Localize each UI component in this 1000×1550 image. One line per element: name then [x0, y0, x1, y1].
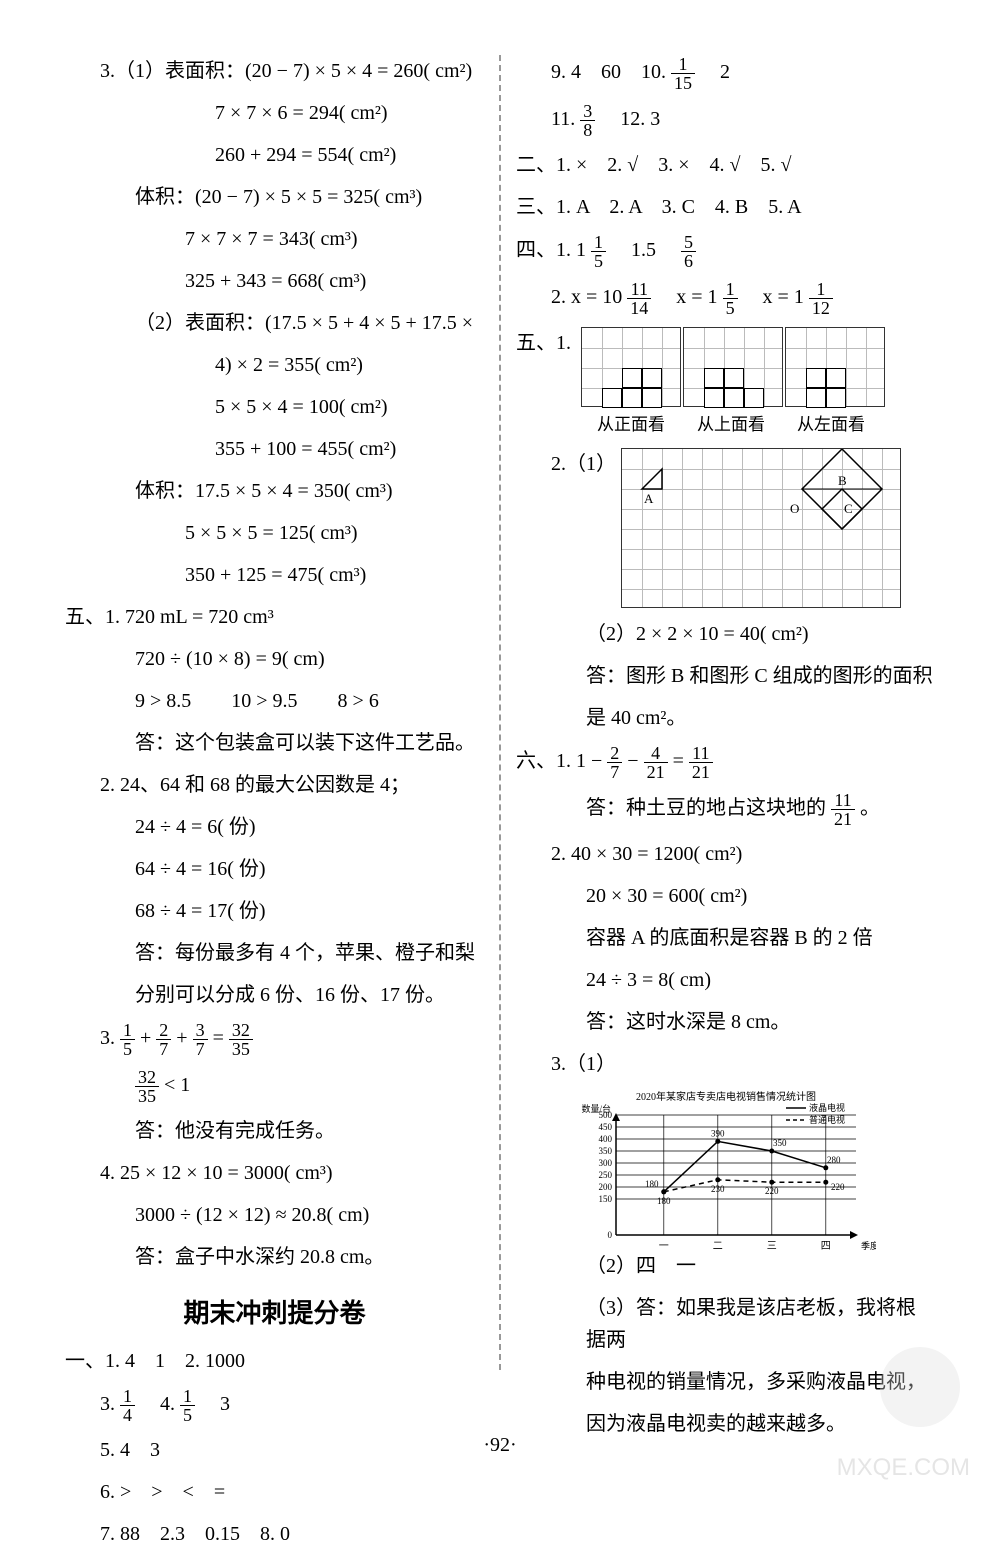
svg-text:180: 180 — [657, 1196, 671, 1206]
fraction-line: 四、1. 1 15 1.5 56 — [516, 233, 935, 270]
fraction-line: 六、1. 1 − 27 − 421 = 1121 — [516, 744, 935, 781]
svg-text:四: 四 — [821, 1241, 831, 1252]
svg-text:450: 450 — [599, 1122, 613, 1132]
text: 355 + 100 = 455( cm²) — [215, 433, 484, 465]
text: 325 + 343 = 668( cm³) — [185, 265, 484, 297]
svg-text:280: 280 — [827, 1155, 841, 1165]
text: 答：盒子中水深约 20.8 cm。 — [135, 1241, 484, 1273]
svg-text:C: C — [844, 501, 853, 516]
text: 7 × 7 × 7 = 343( cm³) — [185, 223, 484, 255]
text: 5 × 5 × 4 = 100( cm²) — [215, 391, 484, 423]
svg-text:二: 二 — [713, 1241, 723, 1252]
text: 五、1. 720 mL = 720 cm³ — [65, 601, 484, 633]
text: 答：这个包装盒可以装下这件工艺品。 — [135, 727, 484, 759]
chart-label: 3.（1） — [551, 1048, 935, 1080]
svg-text:500: 500 — [599, 1110, 613, 1120]
svg-text:300: 300 — [599, 1158, 613, 1168]
svg-text:0: 0 — [608, 1230, 613, 1240]
q5-diagram-row: 五、1. 从正面看 从上面看 从左面看 — [516, 327, 935, 438]
text: 4. 25 × 12 × 10 = 3000( cm³) — [100, 1157, 484, 1189]
text: （3）答：如果我是该店老板，我将根据两 — [586, 1292, 935, 1356]
svg-text:普通电视: 普通电视 — [809, 1114, 845, 1125]
text: 24 ÷ 3 = 8( cm) — [586, 964, 935, 996]
svg-text:400: 400 — [599, 1134, 613, 1144]
svg-text:230: 230 — [711, 1184, 725, 1194]
svg-text:季度: 季度 — [861, 1240, 876, 1251]
fraction-line: 3. 14 4. 15 3 — [100, 1387, 484, 1424]
svg-text:B: B — [838, 473, 847, 488]
svg-text:250: 250 — [599, 1170, 613, 1180]
text: 9 > 8.5 10 > 9.5 8 > 6 — [135, 685, 484, 717]
svg-text:三: 三 — [767, 1241, 777, 1252]
text: 4) × 2 = 355( cm²) — [215, 349, 484, 381]
text: 是 40 cm²。 — [586, 702, 935, 734]
svg-text:150: 150 — [599, 1194, 613, 1204]
svg-text:A: A — [644, 491, 654, 506]
text: 6. > > < = — [100, 1476, 484, 1508]
svg-text:O: O — [790, 501, 799, 516]
svg-text:350: 350 — [773, 1138, 787, 1148]
fraction-line: 9. 4 60 10. 115 2 — [551, 55, 935, 92]
svg-text:390: 390 — [711, 1129, 725, 1139]
right-column: 9. 4 60 10. 115 2 11. 38 12. 3 二、1. × 2.… — [501, 55, 950, 1370]
watermark: MXQE.COM — [837, 1454, 970, 1482]
fraction-line: 2. x = 10 1114 x = 1 15 x = 1 112 — [551, 280, 935, 317]
text: 7 × 7 × 6 = 294( cm²) — [215, 97, 484, 129]
svg-text:液晶电视: 液晶电视 — [809, 1102, 845, 1113]
text: 答：图形 B 和图形 C 组成的图形的面积 — [586, 660, 935, 692]
text: 720 ÷ (10 × 8) = 9( cm) — [135, 643, 484, 675]
grid-views: 从正面看 从上面看 从左面看 — [581, 327, 885, 438]
svg-text:220: 220 — [831, 1182, 845, 1192]
text: 64 ÷ 4 = 16( 份) — [135, 853, 484, 885]
text: （2）表面积：(17.5 × 5 + 4 × 5 + 17.5 × — [135, 307, 484, 339]
text: 7. 88 2.3 0.15 8. 0 — [100, 1518, 484, 1550]
text: 2. 40 × 30 = 1200( cm²) — [551, 838, 935, 870]
text: 答：他没有完成任务。 — [135, 1115, 484, 1147]
text: 一、1. 4 1 2. 1000 — [65, 1345, 484, 1377]
svg-text:200: 200 — [599, 1182, 613, 1192]
fraction-line: 答：种土豆的地占这块地的 1121 。 — [586, 791, 935, 828]
text: 2. 24、64 和 68 的最大公因数是 4； — [100, 769, 484, 801]
text: 3.（1）表面积：(20 − 7) × 5 × 4 = 260( cm²) — [100, 55, 484, 87]
svg-text:350: 350 — [599, 1146, 613, 1156]
text: 350 + 125 = 475( cm³) — [185, 559, 484, 591]
fraction-line: 11. 38 12. 3 — [551, 102, 935, 139]
svg-text:180: 180 — [645, 1179, 659, 1189]
text: 68 ÷ 4 = 17( 份) — [135, 895, 484, 927]
q5-2-diagram: 2.（1） ABOC — [551, 448, 935, 608]
text: 260 + 294 = 554( cm²) — [215, 139, 484, 171]
page-content: 3.（1）表面积：(20 − 7) × 5 × 4 = 260( cm²) 7 … — [0, 0, 1000, 1400]
fraction-line: 3. 15 + 27 + 37 = 3235 — [100, 1021, 484, 1058]
text: （2）2 × 2 × 10 = 40( cm²) — [586, 618, 935, 650]
text: 20 × 30 = 600( cm²) — [586, 880, 935, 912]
svg-text:2020年某家店专卖店电视销售情况统计图: 2020年某家店专卖店电视销售情况统计图 — [636, 1090, 816, 1103]
text: 容器 A 的底面积是容器 B 的 2 倍 — [586, 922, 935, 954]
text: 答：每份最多有 4 个，苹果、橙子和梨 — [135, 937, 484, 969]
text: 二、1. × 2. √ 3. × 4. √ 5. √ — [516, 149, 935, 181]
svg-text:220: 220 — [765, 1186, 779, 1196]
svg-text:一: 一 — [659, 1241, 669, 1252]
text: 5 × 5 × 5 = 125( cm³) — [185, 517, 484, 549]
text: 分别可以分成 6 份、16 份、17 份。 — [135, 979, 484, 1011]
text: 体积：17.5 × 5 × 4 = 350( cm³) — [135, 475, 484, 507]
fraction-line: 3235 < 1 — [135, 1068, 484, 1105]
sales-chart: 2020年某家店专卖店电视销售情况统计图数量/台液晶电视普通电视01502002… — [576, 1090, 856, 1250]
coordinate-grid: A B O C — [621, 448, 901, 608]
text: 体积：(20 − 7) × 5 × 5 = 325( cm³) — [135, 181, 484, 213]
section-title: 期末冲刺提分卷 — [65, 1293, 484, 1330]
left-column: 3.（1）表面积：(20 − 7) × 5 × 4 = 260( cm²) 7 … — [50, 55, 501, 1370]
text: 答：这时水深是 8 cm。 — [586, 1006, 935, 1038]
watermark-badge — [880, 1347, 960, 1427]
text: 3000 ÷ (12 × 12) ≈ 20.8( cm) — [135, 1199, 484, 1231]
text: 24 ÷ 4 = 6( 份) — [135, 811, 484, 843]
text: 三、1. A 2. A 3. C 4. B 5. A — [516, 191, 935, 223]
